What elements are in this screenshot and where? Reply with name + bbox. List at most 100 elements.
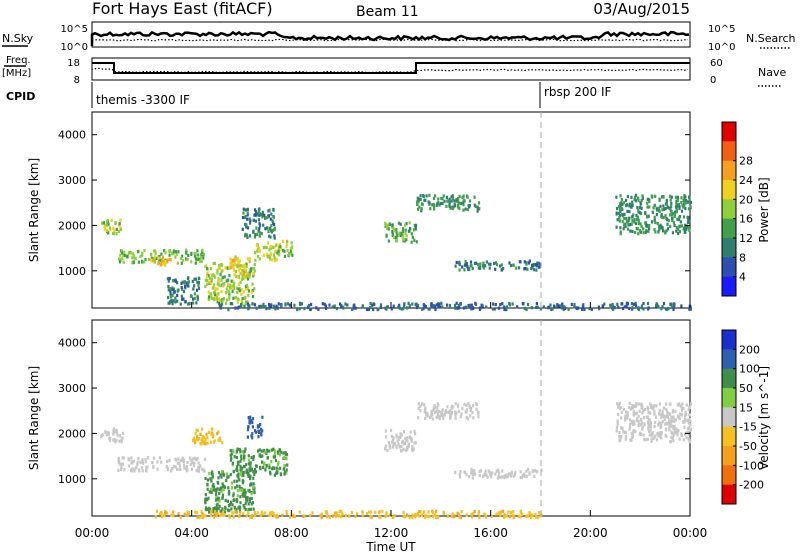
scatter-cell-331 xyxy=(233,505,236,509)
scatter-cell-215 xyxy=(197,276,200,280)
scatter-cell-1271 xyxy=(415,306,418,310)
scatter-cell-487 xyxy=(248,275,251,279)
scatter-cell-1167 xyxy=(511,513,514,517)
scatter-cell-460 xyxy=(240,457,243,461)
scatter-cell-1239 xyxy=(245,514,248,518)
scatter-cell-1327 xyxy=(499,513,502,518)
scatter-cell-259 xyxy=(228,294,231,298)
scatter-cell-536 xyxy=(271,245,275,249)
scatter-cell-526 xyxy=(266,241,269,245)
scatter-cell-329 xyxy=(220,269,223,274)
scatter-cell-1153 xyxy=(646,205,649,209)
scatter-cell-660 xyxy=(401,235,404,239)
scatter-cell-1206 xyxy=(326,511,329,516)
scatter-cell-1235 xyxy=(462,306,466,310)
colorbar-tick-label-5: -50 xyxy=(739,440,757,453)
scatter-cell-1079 xyxy=(624,437,627,441)
scatter-cell-545 xyxy=(278,242,282,247)
scatter-cell-1017 xyxy=(646,201,649,205)
scatter-cell-1143 xyxy=(626,194,629,199)
scatter-cell-687 xyxy=(465,415,468,420)
scatter-cell-108 xyxy=(202,256,205,260)
scatter-cell-1283 xyxy=(414,515,417,519)
scatter-cell-252 xyxy=(168,276,171,280)
scatter-cell-128 xyxy=(132,260,136,264)
scatter-cell-305 xyxy=(242,494,245,498)
scatter-cell-958 xyxy=(660,422,663,426)
scatter-cell-740 xyxy=(438,414,441,418)
scatter-cell-1184 xyxy=(416,512,420,516)
scatter-cell-1274 xyxy=(275,304,278,308)
scatter-cell-1025 xyxy=(622,407,625,412)
scatter-cell-624 xyxy=(265,226,269,230)
colorbar-swatch-2 xyxy=(722,368,736,389)
scatter-cell-531 xyxy=(269,245,273,249)
scatter-cell-328 xyxy=(218,492,221,496)
scatter-cell-491 xyxy=(238,259,241,263)
power-cells xyxy=(101,193,692,312)
scatter-cell-441 xyxy=(285,471,288,475)
scatter-cell-692 xyxy=(386,227,389,231)
scatter-cell-495 xyxy=(242,465,246,469)
scatter-cell-868 xyxy=(616,422,619,426)
scatter-cell-1178 xyxy=(321,515,324,519)
scatter-cell-322 xyxy=(242,504,245,508)
scatter-cell-728 xyxy=(449,206,452,210)
scatter-cell-157 xyxy=(241,471,244,475)
scatter-cell-683 xyxy=(404,232,407,236)
scatter-cell-1007 xyxy=(619,438,622,442)
scatter-cell-1164 xyxy=(232,515,235,519)
scatter-cell-285 xyxy=(207,298,210,302)
scatter-cell-654 xyxy=(271,228,274,232)
scatter-cell-1220 xyxy=(661,305,664,309)
scatter-cell-410 xyxy=(240,264,243,268)
scatter-cell-574 xyxy=(259,223,262,227)
scatter-cell-500 xyxy=(250,419,253,423)
scatter-cell-761 xyxy=(496,476,499,480)
scatter-cell-1306 xyxy=(298,510,301,514)
scatter-cell-28 xyxy=(110,218,113,222)
scatter-cell-738 xyxy=(418,205,421,209)
scatter-cell-1138 xyxy=(647,229,650,234)
scatter-cell-293 xyxy=(233,268,236,272)
scatter-cell-36 xyxy=(134,257,137,261)
scatter-cell-894 xyxy=(466,265,469,269)
scatter-cell-1251 xyxy=(480,303,483,307)
ytick-label-0: 1000 xyxy=(58,473,86,486)
scatter-cell-560 xyxy=(204,437,207,442)
scatter-cell-58 xyxy=(168,458,171,463)
scatter-cell-361 xyxy=(248,271,251,275)
scatter-cell-771 xyxy=(523,474,526,478)
scatter-cell-1300 xyxy=(516,305,519,309)
scatter-cell-96 xyxy=(154,251,157,255)
scatter-cell-509 xyxy=(265,252,268,256)
scatter-cell-1401 xyxy=(612,307,615,311)
scatter-cell-623 xyxy=(266,215,269,220)
scatter-cell-265 xyxy=(227,492,230,496)
scatter-cell-493 xyxy=(233,258,236,262)
scatter-cell-624 xyxy=(385,435,388,439)
scatter-cell-111 xyxy=(185,465,188,469)
scatter-cell-367 xyxy=(242,452,245,456)
scatter-cell-413 xyxy=(283,455,286,459)
scatter-cell-445 xyxy=(216,296,219,300)
scatter-cell-1052 xyxy=(671,431,674,435)
scatter-cell-831 xyxy=(454,264,457,268)
scatter-cell-944 xyxy=(685,199,688,203)
scatter-cell-788 xyxy=(432,202,435,207)
scatter-cell-693 xyxy=(463,402,466,406)
scatter-cell-724 xyxy=(440,414,443,418)
scatter-cell-417 xyxy=(206,282,209,286)
scatter-cell-351 xyxy=(283,472,286,476)
scatter-cell-29 xyxy=(117,229,120,234)
scatter-cell-709 xyxy=(454,413,457,417)
scatter-cell-113 xyxy=(143,249,146,253)
scatter-cell-1019 xyxy=(677,227,680,231)
scatter-cell-412 xyxy=(251,282,254,286)
scatter-cell-398 xyxy=(216,282,219,286)
scatter-cell-733 xyxy=(426,412,429,416)
scatter-cell-629 xyxy=(392,439,395,443)
scatter-cell-461 xyxy=(233,261,236,265)
scatter-cell-1372 xyxy=(549,303,552,307)
scatter-cell-810 xyxy=(505,475,508,479)
